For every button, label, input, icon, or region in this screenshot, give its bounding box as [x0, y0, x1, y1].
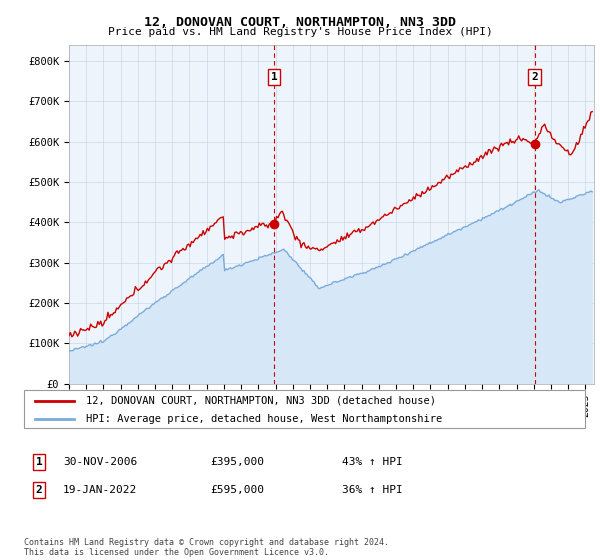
Text: 43% ↑ HPI: 43% ↑ HPI [342, 457, 403, 467]
Text: 2: 2 [35, 485, 43, 495]
Text: 12, DONOVAN COURT, NORTHAMPTON, NN3 3DD: 12, DONOVAN COURT, NORTHAMPTON, NN3 3DD [144, 16, 456, 29]
Text: 19-JAN-2022: 19-JAN-2022 [63, 485, 137, 495]
Text: 1: 1 [271, 72, 278, 82]
Text: Price paid vs. HM Land Registry's House Price Index (HPI): Price paid vs. HM Land Registry's House … [107, 27, 493, 38]
Text: 1: 1 [35, 457, 43, 467]
Text: Contains HM Land Registry data © Crown copyright and database right 2024.
This d: Contains HM Land Registry data © Crown c… [24, 538, 389, 557]
Text: 36% ↑ HPI: 36% ↑ HPI [342, 485, 403, 495]
Text: HPI: Average price, detached house, West Northamptonshire: HPI: Average price, detached house, West… [86, 414, 442, 424]
Text: £595,000: £595,000 [210, 485, 264, 495]
Text: £395,000: £395,000 [210, 457, 264, 467]
FancyBboxPatch shape [24, 390, 585, 428]
Text: 12, DONOVAN COURT, NORTHAMPTON, NN3 3DD (detached house): 12, DONOVAN COURT, NORTHAMPTON, NN3 3DD … [86, 396, 436, 406]
Text: 2: 2 [531, 72, 538, 82]
Text: 30-NOV-2006: 30-NOV-2006 [63, 457, 137, 467]
